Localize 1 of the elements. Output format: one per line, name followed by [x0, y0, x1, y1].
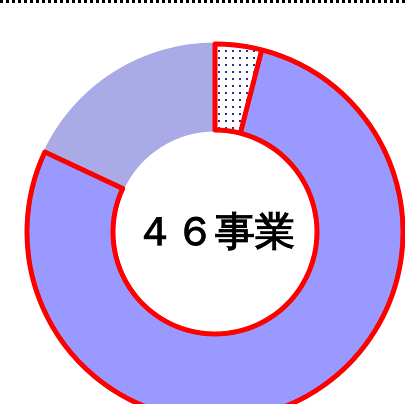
text: ４６事業 — [135, 209, 295, 255]
